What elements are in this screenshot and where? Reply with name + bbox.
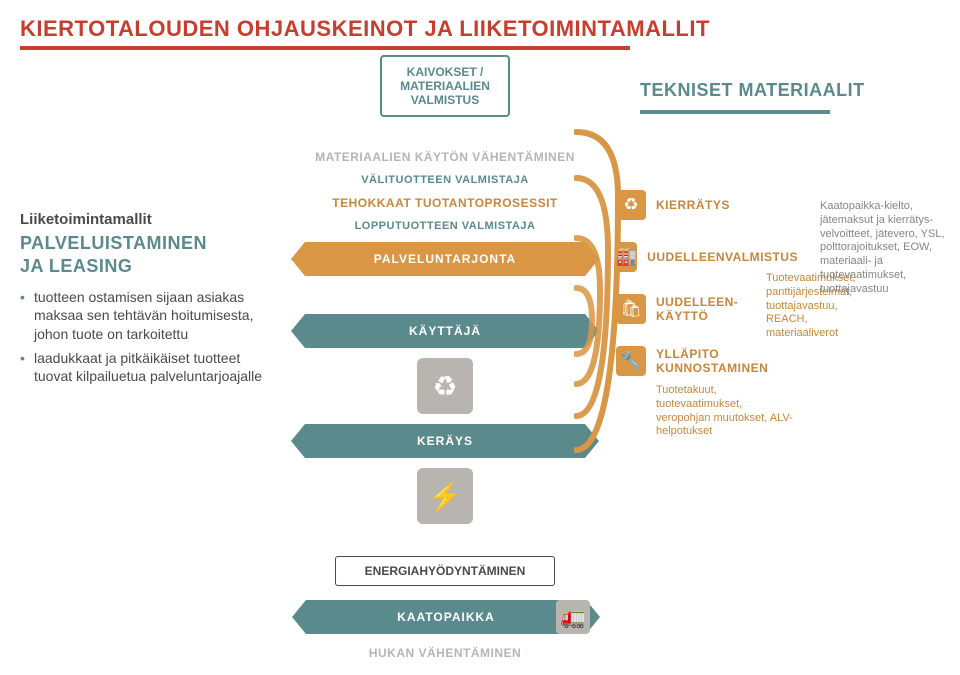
bag-icon: 🛍 <box>616 294 646 324</box>
right-label-3: YLLÄPITO KUNNOSTAMINEN <box>656 347 768 375</box>
factory-icon: 🏭 <box>616 242 637 272</box>
right-subtext-3: Tuotetakuut, tuotevaatimukset, veropohja… <box>656 384 796 439</box>
right-column: ♻ KIERRÄTYS 🏭 UUDELLEENVALMISTUS 🛍 UUDEL… <box>616 190 796 439</box>
ribbon-palveluntarjonta: PALVELUNTARJONTA <box>305 242 585 276</box>
right-row-1: 🏭 UUDELLEENVALMISTUS <box>616 242 796 272</box>
bolt-icon: ⚡ <box>417 468 473 524</box>
left-column: Liiketoimintamallit PALVELUISTAMINEN JA … <box>20 210 270 385</box>
right-top-underline <box>640 110 830 114</box>
truck-icon: 🚛 <box>556 600 590 634</box>
right-label-1: UUDELLEENVALMISTUS <box>647 250 798 264</box>
center-flow: MATERIAALIEN KÄYTÖN VÄHENTÄMINEN VÄLITUO… <box>290 150 600 524</box>
left-bullet-2: laadukkaat ja pitkäikäiset tuotteet tuov… <box>20 349 270 385</box>
bottom-box: ENERGIAHYÖDYNTÄMINEN <box>335 556 555 586</box>
right-row-0: ♻ KIERRÄTYS <box>616 190 796 220</box>
right-label-2: UUDELLEEN- KÄYTTÖ <box>656 295 738 323</box>
bottom-label: HUKAN VÄHENTÄMINEN <box>290 646 600 660</box>
far-right-text: Kaatopaikka-kielto, jätemaksut ja kierrä… <box>820 200 950 296</box>
title-underline <box>20 46 630 50</box>
right-top-label: TEKNISET MATERIAALIT <box>640 80 865 101</box>
center-teal-1: VÄLITUOTTEEN VALMISTAJA <box>361 174 529 186</box>
recycle-small-icon: ♻ <box>616 190 646 220</box>
page-title: KIERTOTALOUDEN OHJAUSKEINOT JA LIIKETOIM… <box>20 12 710 46</box>
left-bullets: tuotteen ostamisen sijaan asiakas maksaa… <box>20 288 270 385</box>
bottom-ribbon: KAATOPAIKKA <box>306 600 586 634</box>
wrench-icon: 🔧 <box>616 346 646 376</box>
right-row-3: 🔧 YLLÄPITO KUNNOSTAMINEN <box>616 346 796 376</box>
ribbon-kayttaja: KÄYTTÄJÄ <box>305 314 585 348</box>
recycle-icon: ♻ <box>417 358 473 414</box>
left-subhead: Liiketoimintamallit <box>20 210 270 230</box>
top-box: KAIVOKSET / MATERIAALIEN VALMISTUS <box>380 55 510 117</box>
left-bullet-1: tuotteen ostamisen sijaan asiakas maksaa… <box>20 288 270 343</box>
diagram-root: KIERTOTALOUDEN OHJAUSKEINOT JA LIIKETOIM… <box>0 0 960 675</box>
ribbon-kerays: KERÄYS <box>305 424 585 458</box>
left-caps-1: PALVELUISTAMINEN <box>20 232 270 255</box>
center-amber-1: TEHOKKAAT TUOTANTOPROSESSIT <box>332 196 558 210</box>
right-label-0: KIERRÄTYS <box>656 198 730 212</box>
center-teal-2: LOPPUTUOTTEEN VALMISTAJA <box>355 220 536 232</box>
center-gray-1: MATERIAALIEN KÄYTÖN VÄHENTÄMINEN <box>315 150 575 164</box>
left-caps-2: JA LEASING <box>20 255 270 278</box>
